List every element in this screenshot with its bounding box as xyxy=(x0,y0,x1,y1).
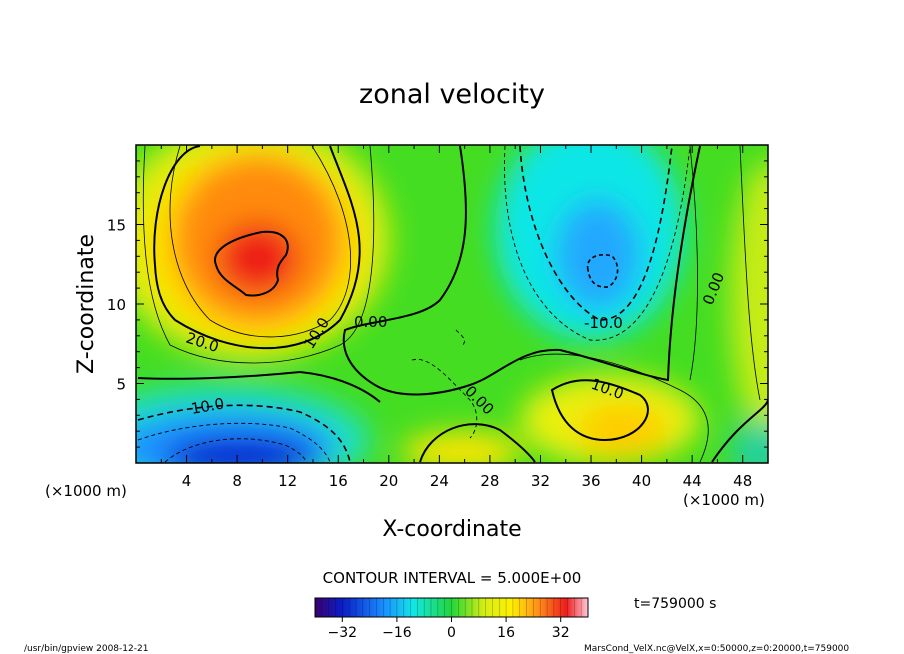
blob-neg2-blue xyxy=(556,200,640,310)
y-tick-label: 5 xyxy=(116,376,126,394)
x-axis-unit-right: (×1000 m) xyxy=(683,491,765,509)
contour-negative-upper-1 xyxy=(519,145,673,321)
footer-right: MarsCond_VelX.nc@VelX,x=0:50000,z=0:2000… xyxy=(584,644,849,654)
contour-positive-thin-3 xyxy=(689,145,761,401)
footer-left: /usr/bin/gpview 2008-12-21 xyxy=(24,644,148,654)
x-tick-label: 24 xyxy=(430,472,449,490)
contour-zero-bottom xyxy=(419,423,536,463)
x-tick-label: 40 xyxy=(632,472,651,490)
contour-negative-lower-1 xyxy=(137,404,351,463)
contour-positive-20 xyxy=(153,145,361,350)
x-axis-label: X-coordinate xyxy=(382,517,521,542)
x-tick-label: 4 xyxy=(182,472,192,490)
contour-positive-thin-2 xyxy=(142,145,375,364)
blob-pos2-orange xyxy=(577,404,667,456)
x-axis-ticks: 4 8 12 16 20 24 28 32 36 40 44 48 xyxy=(160,145,752,490)
colorbar-tick-label: −16 xyxy=(382,625,412,641)
x-tick-label: 32 xyxy=(531,472,550,490)
contour-negative-lower-3 xyxy=(164,438,307,463)
x-tick-label: 20 xyxy=(379,472,398,490)
colorbar-tick-label: −32 xyxy=(328,625,358,641)
x-tick-label: 36 xyxy=(581,472,600,490)
contour-negative-mid xyxy=(411,329,478,439)
time-label: t=759000 s xyxy=(634,596,716,612)
contour-zero-right xyxy=(711,399,768,463)
colorbar-tick-label: 32 xyxy=(552,625,570,641)
contour-negative-upper-core xyxy=(586,254,619,288)
contour-negative-upper-2 xyxy=(504,145,691,341)
colorbar: −32 −16 0 16 32 xyxy=(314,597,589,641)
contour-label-4: 10.0 xyxy=(190,394,226,418)
contour-lines xyxy=(137,145,768,463)
blob-pos3-yellow xyxy=(402,432,522,463)
y-axis-ticks: 5 10 15 xyxy=(107,160,768,448)
contour-positive-thin-1 xyxy=(169,145,351,338)
contour-positive-10-right xyxy=(550,379,649,442)
colorbar-segments xyxy=(321,598,582,617)
contour-positive-max xyxy=(214,230,289,297)
colorbar-tick-label: 16 xyxy=(497,625,515,641)
colorbar-ticks: −32 −16 0 16 32 xyxy=(328,617,570,641)
blob-right-edge xyxy=(730,160,768,440)
blob-right-bottom xyxy=(730,420,768,463)
x-tick-label: 12 xyxy=(278,472,297,490)
heatmap-field xyxy=(136,145,768,463)
chart-title: zonal velocity xyxy=(359,79,545,110)
y-tick-label: 15 xyxy=(107,217,126,235)
x-tick-label: 48 xyxy=(733,472,752,490)
contour-interval: CONTOUR INTERVAL = 5.000E+00 xyxy=(323,569,582,587)
colorbar-tick-label: 0 xyxy=(447,625,456,641)
x-axis-unit-left: (×1000 m) xyxy=(45,482,127,500)
y-axis-label: Z-coordinate xyxy=(74,234,99,374)
x-tick-label: 16 xyxy=(329,472,348,490)
contour-positive-thin-4 xyxy=(519,353,709,463)
x-tick-label: 44 xyxy=(683,472,702,490)
contour-negative-lower-2 xyxy=(137,422,331,463)
contour-label-3: 0.00 xyxy=(354,313,387,331)
contour-zero-low xyxy=(137,370,381,403)
contour-zero-mid xyxy=(342,145,701,396)
y-tick-label: 10 xyxy=(107,296,126,314)
x-tick-label: 8 xyxy=(232,472,242,490)
blob-neg-blue xyxy=(165,436,315,463)
x-tick-label: 28 xyxy=(480,472,499,490)
contour-label-5: -10.0 xyxy=(584,314,623,332)
